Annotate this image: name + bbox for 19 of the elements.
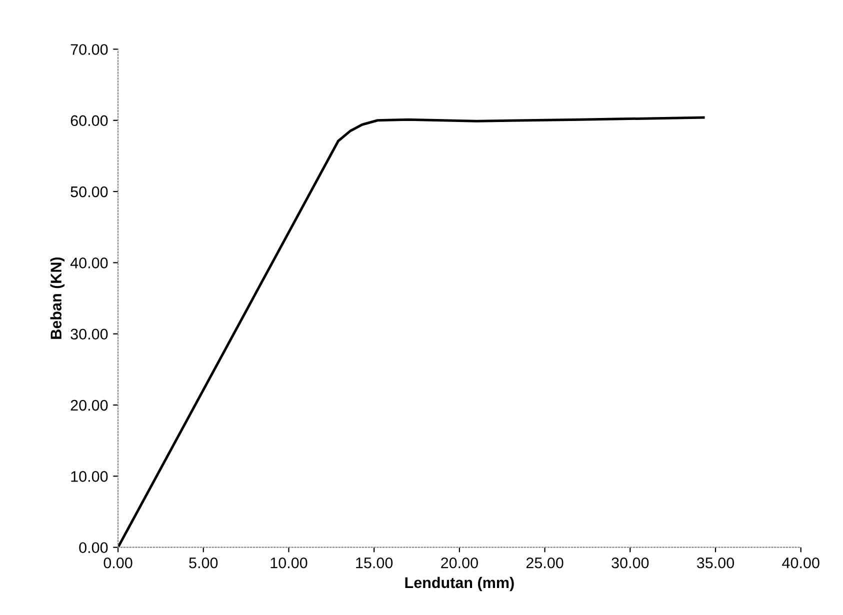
y-tick-label: 60.00 — [70, 115, 108, 126]
y-tick-label: 30.00 — [70, 328, 108, 340]
y-axis-title: Beban (KN) — [50, 257, 65, 339]
y-tick-label: 40.00 — [70, 258, 108, 268]
y-tick-label: 50.00 — [70, 186, 108, 198]
x-tick-label: 15.00 — [356, 557, 393, 568]
y-tick-label: 10.00 — [71, 471, 108, 482]
y-tick-label: 20.00 — [70, 400, 108, 411]
x-tick-label: 35.00 — [696, 557, 734, 568]
y-tick-label: 70.00 — [70, 44, 108, 55]
x-tick-label: 5.00 — [189, 557, 218, 568]
x-tick-label: 30.00 — [612, 557, 649, 568]
y-tick-label: 0.00 — [79, 542, 108, 554]
x-tick-label: 40.00 — [782, 557, 820, 568]
x-tick-label: 0.00 — [104, 557, 132, 568]
x-axis-title: Lendutan (mm) — [405, 576, 514, 592]
x-tick-label: 20.00 — [441, 557, 478, 568]
x-tick-label: 25.00 — [526, 557, 564, 568]
x-tick-label: 10.00 — [270, 557, 308, 568]
